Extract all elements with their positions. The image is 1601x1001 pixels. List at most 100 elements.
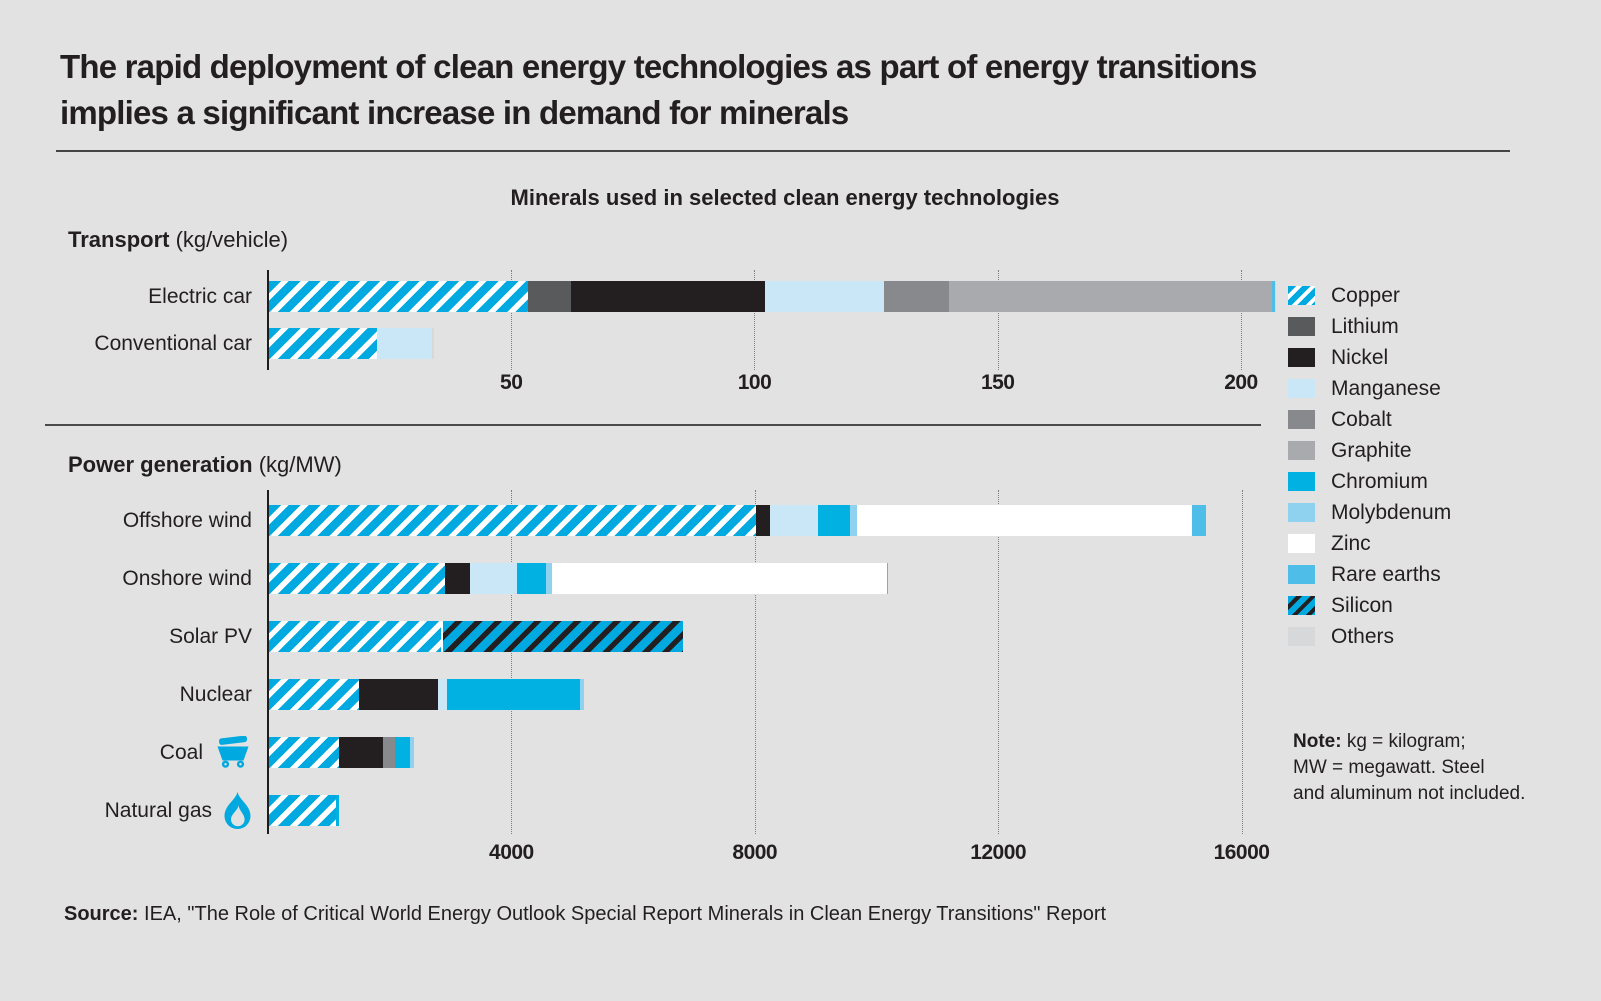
segment-molybdenum <box>579 679 585 710</box>
axis-tick-label-100: 100 <box>737 371 772 394</box>
gridline-8000 <box>754 490 756 834</box>
category-label-conventional-car: Conventional car <box>0 328 252 359</box>
gridline-100 <box>754 270 756 370</box>
source-text: Source: IEA, "The Role of Critical World… <box>64 903 1534 926</box>
axis-tick-label-50: 50 <box>500 371 523 394</box>
transport-category-labels: Electric car Conventional car <box>0 270 268 370</box>
legend-item-rare-earths: Rare earths <box>1288 559 1588 590</box>
segment-nickel <box>358 679 438 710</box>
note-line1-text: kg = kilogram; <box>1341 731 1466 752</box>
legend-label-rare-earths: Rare earths <box>1331 562 1441 586</box>
legend-label-others: Others <box>1331 624 1395 648</box>
legend-swatch-manganese <box>1288 379 1315 398</box>
gridline-4000 <box>511 490 513 834</box>
y-axis-line <box>267 490 269 834</box>
category-label-text: Onshore wind <box>122 566 252 590</box>
category-label-nuclear: Nuclear <box>0 679 252 710</box>
category-label-text: Offshore wind <box>122 508 252 532</box>
legend-item-manganese: Manganese <box>1288 373 1588 404</box>
segment-rare-earths <box>886 563 888 594</box>
legend-swatch-chromium <box>1288 472 1315 491</box>
category-label-text: Nuclear <box>179 682 252 706</box>
segment-copper <box>269 679 359 710</box>
legend-swatch-rare-earths <box>1288 565 1315 584</box>
category-label-coal: Coal <box>0 736 252 769</box>
minecart-icon-wrap <box>214 736 252 769</box>
power-category-labels: Offshore wind Onshore wind Solar PV Nuclear… <box>0 490 268 834</box>
segment-molybdenum <box>850 505 857 536</box>
legend-label-molybdenum: Molybdenum <box>1331 500 1452 524</box>
category-label-text: Coal <box>159 740 203 764</box>
bar-solar-pv <box>269 621 683 652</box>
note-line1: Note: kg = kilogram; <box>1293 729 1563 755</box>
segment-cobalt <box>382 737 395 768</box>
segment-silicon <box>440 621 683 652</box>
gridline-150 <box>997 270 999 370</box>
segment-copper <box>269 328 378 359</box>
segment-manganese <box>770 505 819 536</box>
axis-tick-label-4000: 4000 <box>489 841 534 864</box>
legend-swatch-nickel <box>1288 348 1315 367</box>
segment-zinc <box>552 563 887 594</box>
axis-tick-label-8000: 8000 <box>732 841 778 864</box>
category-label-natural-gas: Natural gas <box>0 791 252 829</box>
legend-item-lithium: Lithium <box>1288 311 1588 342</box>
segment-manganese <box>470 563 518 594</box>
axis-tick-label-150: 150 <box>980 371 1015 394</box>
transport-chart-plot <box>267 270 1348 370</box>
transport-axis-ticks: 50 100 150 200 <box>268 371 1348 397</box>
segment-manganese <box>437 679 447 710</box>
page-title-line2: implies a significant increase in demand… <box>60 94 849 131</box>
segment-lithium <box>527 281 572 312</box>
legend-label-silicon: Silicon <box>1331 593 1393 617</box>
minecart-icon <box>217 736 249 768</box>
chart-legend: Copper Lithium Nickel Manganese Cobalt Graphi… <box>1288 280 1588 652</box>
segment-chromium <box>517 563 547 594</box>
segment-chromium <box>335 795 339 826</box>
segment-rare-earths <box>1191 505 1207 536</box>
legend-item-cobalt: Cobalt <box>1288 404 1588 435</box>
page-title-line1: The rapid deployment of clean energy tec… <box>60 48 1257 85</box>
legend-item-silicon: Silicon <box>1288 590 1588 621</box>
section-divider <box>45 424 1261 426</box>
segment-nickel <box>571 281 766 312</box>
source-label: Source: <box>64 903 139 925</box>
legend-label-lithium: Lithium <box>1331 314 1399 338</box>
segment-copper <box>269 281 528 312</box>
legend-label-graphite: Graphite <box>1331 438 1412 462</box>
legend-label-copper: Copper <box>1331 283 1400 307</box>
note-line3: and aluminum not included. <box>1293 783 1526 804</box>
segment-rare-earths <box>1272 281 1275 312</box>
segment-copper <box>269 795 336 826</box>
legend-item-others: Others <box>1288 621 1588 652</box>
y-axis-line <box>267 270 269 370</box>
segment-molybdenum <box>546 563 553 594</box>
gridline-200 <box>1240 270 1242 370</box>
transport-section-unit: (kg/vehicle) <box>169 227 289 252</box>
category-label-text: Conventional car <box>94 331 252 355</box>
segment-nickel <box>338 737 383 768</box>
category-label-onshore-wind: Onshore wind <box>0 563 252 594</box>
gridline-50 <box>511 270 513 370</box>
segment-manganese <box>765 281 885 312</box>
legend-item-graphite: Graphite <box>1288 435 1588 466</box>
category-label-text: Solar PV <box>169 624 252 648</box>
segment-others <box>1274 281 1276 312</box>
legend-item-nickel: Nickel <box>1288 342 1588 373</box>
segment-graphite <box>949 281 1272 312</box>
axis-tick-label-12000: 12000 <box>970 841 1027 864</box>
segment-nickel <box>755 505 771 536</box>
legend-item-copper: Copper <box>1288 280 1588 311</box>
flame-icon-wrap <box>223 791 252 830</box>
power-chart-plot <box>267 490 1348 834</box>
chart-title: Minerals used in selected clean energy t… <box>510 185 1060 210</box>
segment-molybdenum <box>410 737 415 768</box>
note-text: Note: kg = kilogram; MW = megawatt. Stee… <box>1293 729 1563 807</box>
axis-tick-label-200: 200 <box>1224 371 1258 394</box>
segment-cobalt <box>884 281 950 312</box>
power-axis-ticks: 4000 8000 12000 16000 <box>268 841 1348 867</box>
power-section-label-bold: Power generation <box>68 452 253 477</box>
legend-item-zinc: Zinc <box>1288 528 1588 559</box>
bar-natural-gas <box>269 795 339 826</box>
legend-label-cobalt: Cobalt <box>1331 407 1392 431</box>
